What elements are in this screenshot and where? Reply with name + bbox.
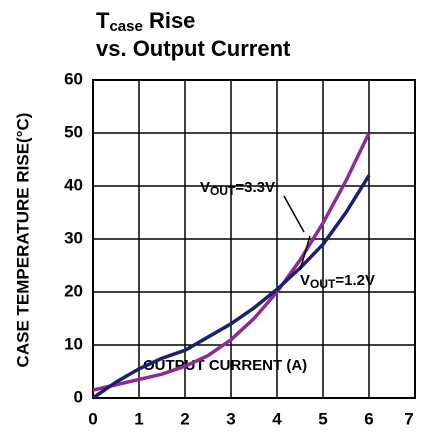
y-tick-label: 30 bbox=[64, 228, 83, 247]
series-label-part: OUT bbox=[310, 277, 336, 291]
series-label-part: V bbox=[200, 179, 210, 196]
x-tick-label: 7 bbox=[404, 409, 413, 428]
series-label: VOUT=3.3V bbox=[200, 179, 275, 198]
title-part: T bbox=[96, 8, 110, 33]
y-tick-label: 10 bbox=[64, 334, 83, 353]
label-leader bbox=[283, 195, 305, 233]
y-tick-label: 50 bbox=[64, 122, 83, 141]
title-part: Rise bbox=[143, 8, 196, 33]
y-tick-label: 20 bbox=[64, 281, 83, 300]
x-tick-label: 4 bbox=[272, 409, 282, 428]
chart-subtitle: vs. Output Current bbox=[96, 36, 291, 61]
series-line bbox=[92, 132, 371, 392]
x-tick-label: 0 bbox=[88, 409, 97, 428]
x-tick-label: 5 bbox=[318, 409, 327, 428]
y-tick-label: 40 bbox=[64, 175, 83, 194]
x-tick-label: 3 bbox=[226, 409, 235, 428]
plot-frame bbox=[92, 79, 416, 399]
x-tick-label: 6 bbox=[364, 409, 373, 428]
x-tick-label: 2 bbox=[180, 409, 189, 428]
x-tick-label: 1 bbox=[134, 409, 143, 428]
y-tick-label: 60 bbox=[64, 69, 83, 88]
x-axis-label: OUTPUT CURRENT (A) bbox=[143, 357, 307, 374]
y-axis-label: CASE TEMPERATURE RISE(°C) bbox=[13, 113, 32, 368]
chart-title: Tcase Rise bbox=[96, 8, 195, 35]
label-leader bbox=[299, 235, 311, 271]
series-line bbox=[92, 174, 371, 400]
series-label-part: OUT bbox=[210, 184, 236, 198]
title-subscript: case bbox=[109, 18, 142, 35]
series-label-part: =1.2V bbox=[335, 272, 375, 289]
series-label: VOUT=1.2V bbox=[300, 272, 375, 291]
y-tick-label: 0 bbox=[74, 387, 83, 406]
series-label-part: =3.3V bbox=[235, 179, 275, 196]
series-label-part: V bbox=[300, 272, 310, 289]
